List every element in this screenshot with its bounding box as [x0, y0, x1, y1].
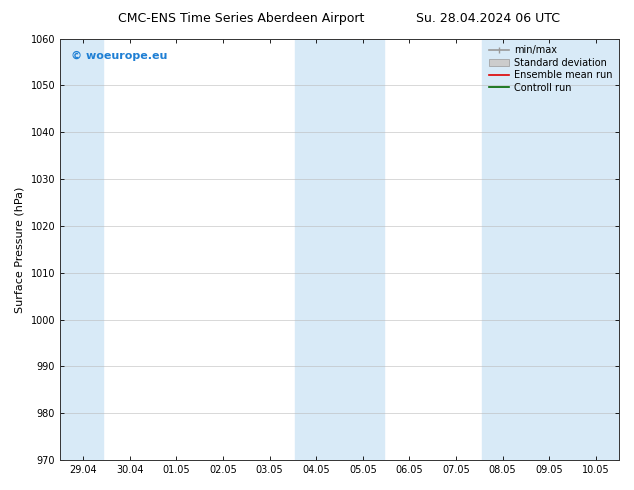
Text: © woeurope.eu: © woeurope.eu — [71, 51, 167, 61]
Bar — [295, 39, 384, 460]
Text: CMC-ENS Time Series Aberdeen Airport: CMC-ENS Time Series Aberdeen Airport — [118, 12, 364, 25]
Bar — [60, 39, 103, 460]
Bar — [482, 39, 619, 460]
Text: Su. 28.04.2024 06 UTC: Su. 28.04.2024 06 UTC — [416, 12, 560, 25]
Y-axis label: Surface Pressure (hPa): Surface Pressure (hPa) — [15, 186, 25, 313]
Legend: min/max, Standard deviation, Ensemble mean run, Controll run: min/max, Standard deviation, Ensemble me… — [488, 44, 614, 95]
